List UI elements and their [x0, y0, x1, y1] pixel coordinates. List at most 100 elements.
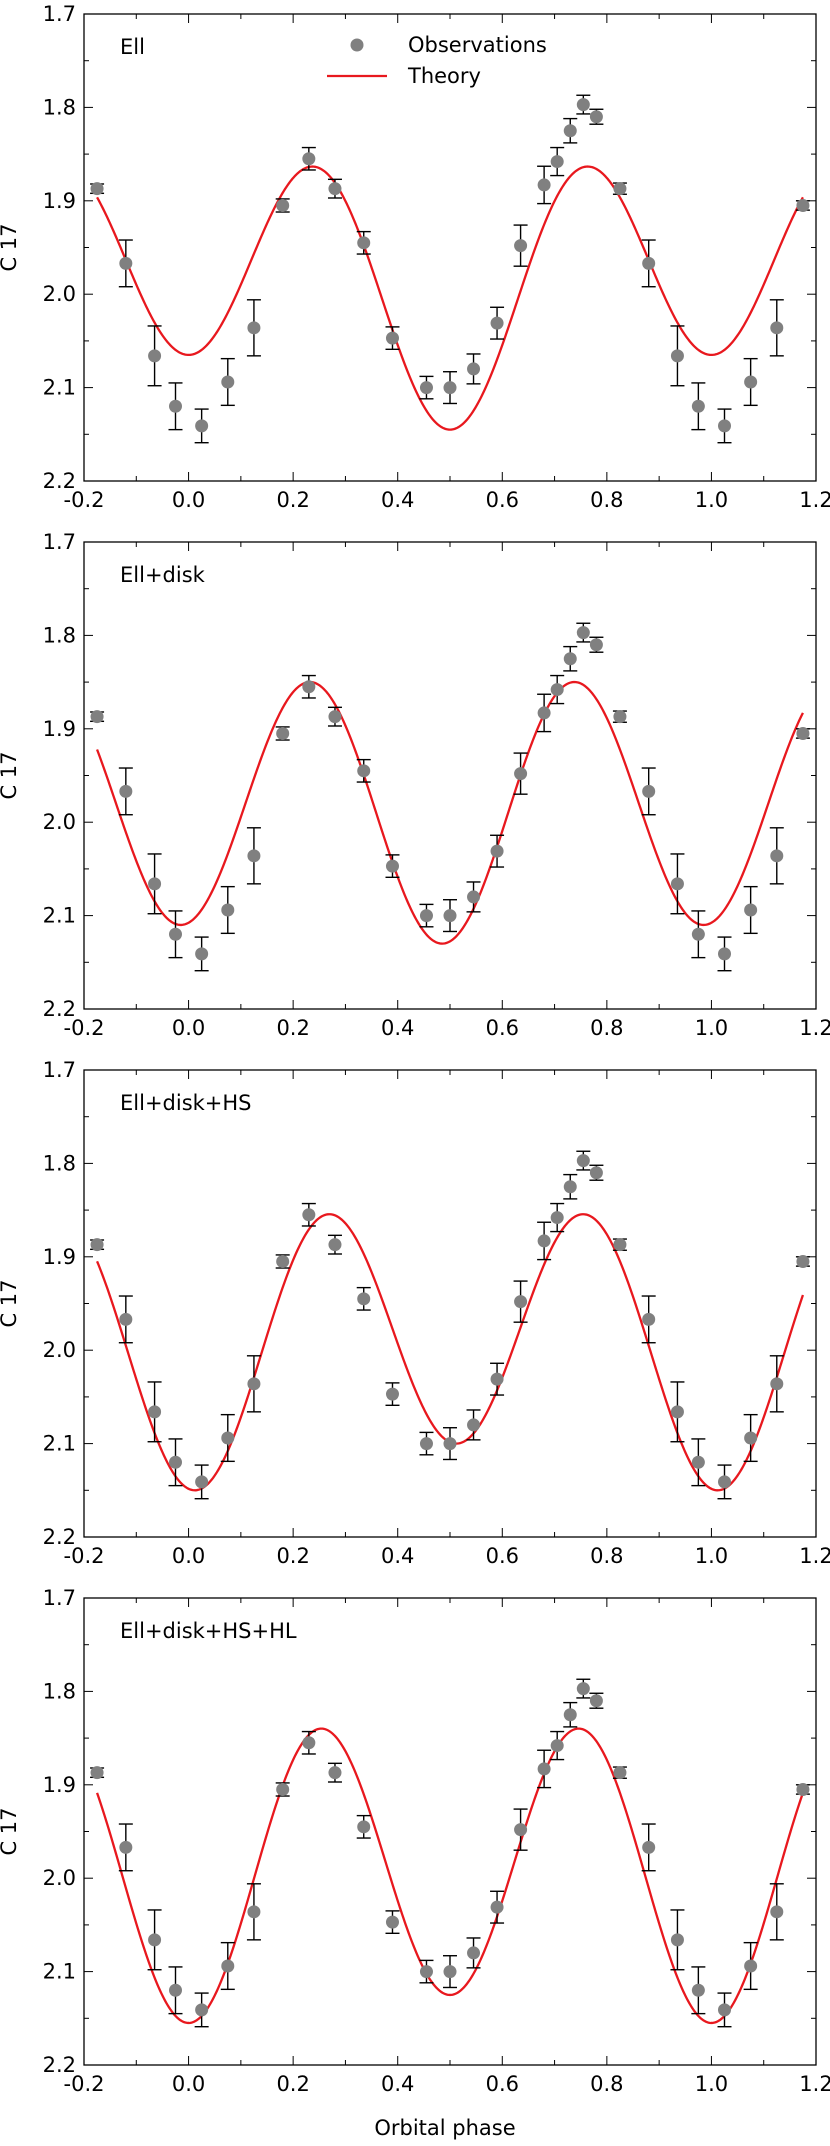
theory-curve	[95, 680, 804, 945]
y-tick-label: 1.7	[43, 1058, 76, 1082]
observation-point	[490, 844, 504, 858]
y-tick-label: 2.2	[43, 469, 76, 493]
observation-point	[90, 1766, 104, 1780]
observation-point	[357, 764, 371, 778]
legend-label-theory: Theory	[407, 64, 481, 88]
observation-point	[770, 321, 784, 335]
observation-point	[691, 1455, 705, 1469]
observation-point	[537, 706, 551, 720]
observation-point	[276, 726, 290, 740]
x-tick-label: 1.2	[799, 1544, 830, 1568]
chart-panel: -0.2 0.0 0.2 0.4 0.6 0.8 1.0 1.2 1.7 1.8 1.9 2.0 2.1…	[0, 1058, 830, 1568]
observation-point	[302, 1736, 316, 1750]
observation-point	[148, 1933, 162, 1947]
observation-point	[770, 1905, 784, 1919]
observation-point	[302, 680, 316, 694]
observation-point	[195, 1475, 209, 1489]
x-tick-label: 1.0	[695, 1016, 728, 1040]
x-tick-label: 0.2	[276, 1544, 309, 1568]
observation-point	[169, 927, 182, 941]
x-tick-label: 0.2	[276, 2072, 309, 2096]
x-tick-label: 0.8	[590, 1016, 623, 1040]
theory-curve	[96, 165, 804, 431]
observation-point	[357, 1292, 371, 1306]
plot-frame	[83, 541, 817, 1010]
x-tick-label: 0.0	[172, 488, 205, 512]
observation-point	[90, 710, 104, 724]
panel-label: Ell+disk+HS	[120, 1091, 252, 1115]
panel-label: Ell	[120, 35, 145, 59]
x-tick-label: 1.0	[695, 2072, 728, 2096]
observation-point	[796, 1254, 810, 1268]
y-tick-label: 1.9	[43, 717, 76, 741]
x-tick-label: 0.6	[486, 488, 519, 512]
observation-point	[744, 903, 758, 917]
y-tick-label: 1.7	[43, 530, 76, 554]
y-tick-label: 2.0	[43, 282, 76, 306]
observation-point	[302, 152, 316, 166]
x-tick-label: 0.2	[276, 488, 309, 512]
observation-point	[467, 1946, 481, 1960]
y-tick-label: 2.0	[43, 1866, 76, 1890]
legend: Observations Theory	[327, 33, 547, 88]
observation-point	[119, 1840, 133, 1854]
observation-point	[642, 784, 656, 798]
observation-point	[328, 182, 342, 196]
y-axis-label: C 17	[0, 1279, 21, 1327]
y-tick-label: 2.1	[43, 1960, 76, 1984]
legend-label-observations: Observations	[408, 33, 547, 57]
observation-point	[328, 1238, 342, 1252]
x-tick-label: 0.0	[172, 2072, 205, 2096]
observation-point	[467, 1418, 481, 1432]
observation-point	[718, 2003, 731, 2017]
observation-point	[589, 1694, 603, 1708]
x-tick-label: 0.4	[381, 488, 414, 512]
y-tick-label: 1.7	[43, 1586, 76, 1610]
observation-point	[419, 1965, 433, 1979]
x-tick-label: 0.4	[381, 1544, 414, 1568]
observation-point	[550, 1739, 564, 1753]
x-tick-label: -0.2	[64, 1544, 105, 1568]
observation-point	[119, 256, 133, 270]
observation-point	[537, 1762, 551, 1776]
observation-point	[642, 1312, 656, 1326]
observation-point	[642, 1840, 656, 1854]
y-axis-label: C 17	[0, 1807, 21, 1855]
x-tick-label: -0.2	[64, 1016, 105, 1040]
panel-label: Ell+disk	[120, 563, 206, 587]
observation-point	[563, 1180, 577, 1194]
observation-point	[247, 321, 261, 335]
y-tick-label: 1.8	[43, 95, 76, 119]
x-tick-label: 1.0	[695, 1544, 728, 1568]
observation-point	[385, 331, 399, 345]
x-tick-label: 1.2	[799, 488, 830, 512]
x-tick-label: 0.6	[486, 1544, 519, 1568]
observation-point	[443, 381, 457, 395]
observation-point	[613, 182, 627, 196]
observation-point	[276, 1782, 290, 1796]
observation-point	[691, 1983, 705, 1997]
chart-panel: -0.2 0.0 0.2 0.4 0.6 0.8 1.0 1.2 1.7 1.8 1.9 2.0 2.1…	[0, 530, 830, 1040]
observation-point	[328, 710, 342, 724]
observation-point	[576, 1682, 590, 1696]
y-tick-label: 2.2	[43, 1525, 76, 1549]
observation-point	[169, 1455, 182, 1469]
observation-point	[514, 1823, 528, 1837]
observation-point	[563, 124, 577, 138]
observation-point	[718, 419, 731, 433]
chart-panel: -0.2 0.0 0.2 0.4 0.6 0.8 1.0 1.2 1.7 1.8 1.9 2.0 2.1…	[0, 1586, 830, 2096]
observation-point	[385, 859, 399, 873]
y-tick-label: 1.9	[43, 1773, 76, 1797]
observation-point	[221, 1431, 235, 1445]
observation-point	[467, 362, 481, 376]
observation-point	[302, 1208, 316, 1222]
observation-point	[276, 1254, 290, 1268]
observation-point	[247, 1377, 261, 1391]
observation-point	[148, 877, 162, 891]
observation-point	[744, 1431, 758, 1445]
observation-point	[613, 1238, 627, 1252]
observation-point	[148, 349, 162, 363]
x-tick-label: -0.2	[64, 2072, 105, 2096]
observation-point	[221, 903, 235, 917]
